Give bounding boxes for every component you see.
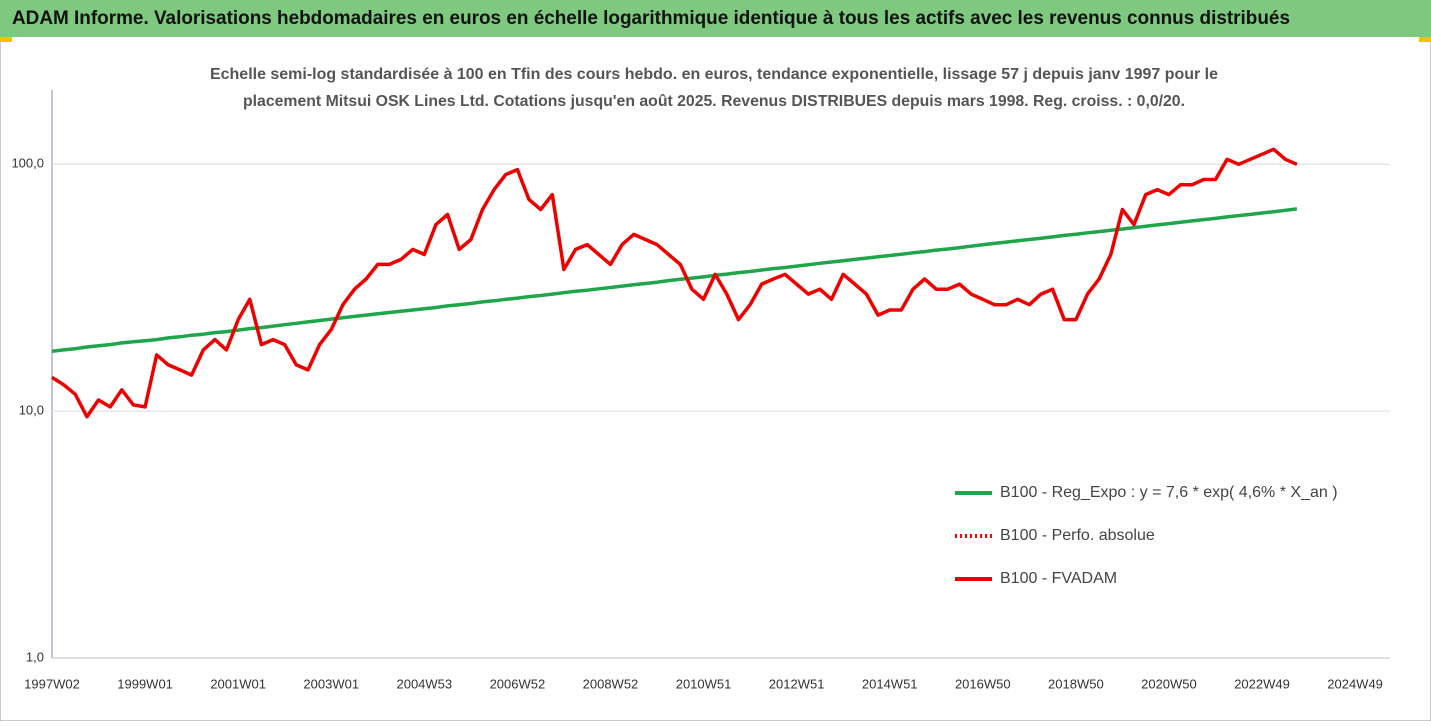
y-tick-label: 10,0 [19,403,44,418]
chart-subtitle: placement Mitsui OSK Lines Ltd. Cotation… [243,93,1185,110]
x-tick-label: 2014W51 [862,676,918,691]
x-tick-label: 2016W50 [955,676,1011,691]
chart-subtitle: Echelle semi-log standardisée à 100 en T… [210,66,1218,83]
corner-mark [0,37,12,42]
legend-label: B100 - Reg_Expo : y = 7,6 * exp( 4,6% * … [1000,484,1338,501]
legend-label: B100 - Perfo. absolue [1000,527,1155,544]
x-tick-label: 2018W50 [1048,676,1104,691]
y-tick-label: 100,0 [11,156,44,171]
corner-mark [1419,37,1431,42]
x-tick-label: 2024W49 [1327,676,1383,691]
x-tick-label: 2020W50 [1141,676,1197,691]
x-tick-label: 2008W52 [583,676,639,691]
y-tick-label: 1,0 [26,649,44,664]
x-tick-label: 2022W49 [1234,676,1290,691]
chart-title: ADAM Informe. Valorisations hebdomadaire… [12,8,1290,29]
series-line [51,207,1298,353]
header-band [0,0,1431,37]
legend-label: B100 - FVADAM [1000,570,1117,587]
x-tick-label: 1999W01 [117,676,173,691]
x-tick-label: 2004W53 [396,676,452,691]
x-tick-label: 2012W51 [769,676,825,691]
x-tick-label: 2010W51 [676,676,732,691]
x-tick-label: 1997W02 [24,676,80,691]
x-tick-label: 2003W01 [303,676,359,691]
x-tick-label: 2006W52 [490,676,546,691]
x-tick-label: 2001W01 [210,676,266,691]
series-line [51,147,1298,419]
